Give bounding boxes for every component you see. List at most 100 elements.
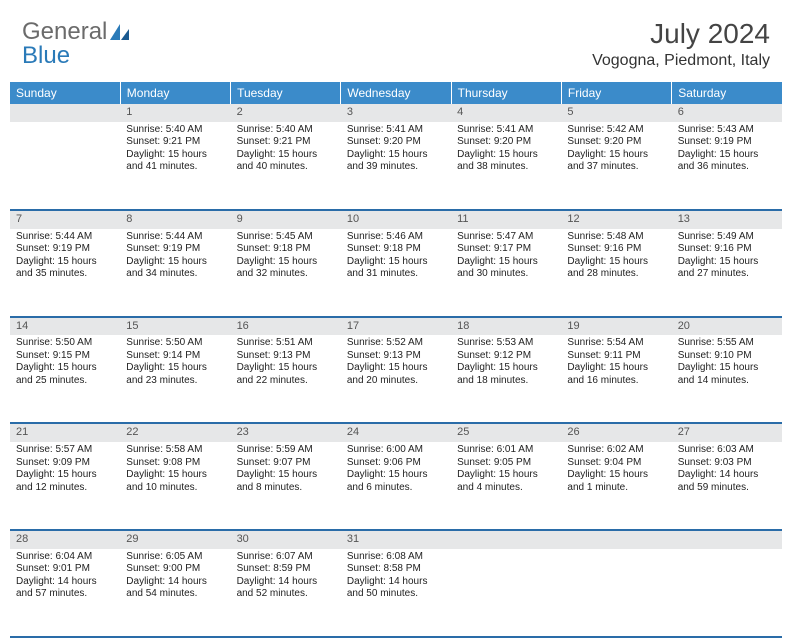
day-cell: [10, 122, 120, 210]
daynum-row: 28293031: [10, 530, 782, 549]
day-cell: Sunrise: 5:45 AMSunset: 9:18 PMDaylight:…: [231, 229, 341, 317]
day-number: [561, 531, 671, 549]
day-number: 16: [231, 318, 341, 336]
sunset-line: Sunset: 9:16 PM: [567, 243, 665, 256]
daylight-line: Daylight: 15 hours and 41 minutes.: [126, 149, 224, 174]
day-number: 29: [120, 531, 230, 549]
day-cell-body: Sunrise: 5:50 AMSunset: 9:14 PMDaylight:…: [120, 335, 230, 391]
day-number-cell: 23: [231, 423, 341, 442]
daylight-line: Daylight: 14 hours and 54 minutes.: [126, 576, 224, 601]
sunrise-line: Sunrise: 6:05 AM: [126, 551, 224, 564]
day-number-cell: 2: [231, 104, 341, 122]
daylight-line: Daylight: 15 hours and 40 minutes.: [237, 149, 335, 174]
day-number: 4: [451, 104, 561, 122]
daylight-line: Daylight: 15 hours and 37 minutes.: [567, 149, 665, 174]
day-number-cell: 14: [10, 317, 120, 336]
sunset-line: Sunset: 9:19 PM: [678, 136, 776, 149]
day-cell: Sunrise: 6:01 AMSunset: 9:05 PMDaylight:…: [451, 442, 561, 530]
day-cell: Sunrise: 5:51 AMSunset: 9:13 PMDaylight:…: [231, 335, 341, 423]
logo-line2: Blue: [22, 42, 70, 70]
day-cell: Sunrise: 5:50 AMSunset: 9:15 PMDaylight:…: [10, 335, 120, 423]
sunrise-line: Sunrise: 5:55 AM: [678, 337, 776, 350]
daylight-line: Daylight: 15 hours and 25 minutes.: [16, 362, 114, 387]
day-number: 8: [120, 211, 230, 229]
sunrise-line: Sunrise: 5:46 AM: [347, 231, 445, 244]
day-cell-body: Sunrise: 6:01 AMSunset: 9:05 PMDaylight:…: [451, 442, 561, 498]
day-cell: Sunrise: 6:03 AMSunset: 9:03 PMDaylight:…: [672, 442, 782, 530]
sunset-line: Sunset: 9:17 PM: [457, 243, 555, 256]
day-number: 1: [120, 104, 230, 122]
calendar-body: 123456Sunrise: 5:40 AMSunset: 9:21 PMDay…: [10, 104, 782, 637]
daylight-line: Daylight: 15 hours and 14 minutes.: [678, 362, 776, 387]
day-cell: Sunrise: 6:02 AMSunset: 9:04 PMDaylight:…: [561, 442, 671, 530]
header: General July 2024 Vogogna, Piedmont, Ita…: [0, 0, 792, 76]
day-cell: Sunrise: 5:54 AMSunset: 9:11 PMDaylight:…: [561, 335, 671, 423]
day-cell: Sunrise: 5:52 AMSunset: 9:13 PMDaylight:…: [341, 335, 451, 423]
day-number: [10, 104, 120, 122]
day-number-cell: 1: [120, 104, 230, 122]
daylight-line: Daylight: 15 hours and 35 minutes.: [16, 256, 114, 281]
day-cell-body: Sunrise: 5:42 AMSunset: 9:20 PMDaylight:…: [561, 122, 671, 178]
daylight-line: Daylight: 15 hours and 6 minutes.: [347, 469, 445, 494]
day-cell-body: Sunrise: 5:40 AMSunset: 9:21 PMDaylight:…: [120, 122, 230, 178]
month-title: July 2024: [592, 18, 770, 50]
day-cell-body: Sunrise: 5:49 AMSunset: 9:16 PMDaylight:…: [672, 229, 782, 285]
sunrise-line: Sunrise: 5:49 AM: [678, 231, 776, 244]
day-cell-body: Sunrise: 5:57 AMSunset: 9:09 PMDaylight:…: [10, 442, 120, 498]
sunset-line: Sunset: 9:20 PM: [347, 136, 445, 149]
weekday-header: Sunday: [10, 82, 120, 104]
day-cell: Sunrise: 5:41 AMSunset: 9:20 PMDaylight:…: [341, 122, 451, 210]
day-number: [672, 531, 782, 549]
sunrise-line: Sunrise: 5:40 AM: [237, 124, 335, 137]
day-number: 30: [231, 531, 341, 549]
daylight-line: Daylight: 14 hours and 57 minutes.: [16, 576, 114, 601]
day-number: 28: [10, 531, 120, 549]
day-cell: Sunrise: 5:57 AMSunset: 9:09 PMDaylight:…: [10, 442, 120, 530]
day-cell: Sunrise: 5:42 AMSunset: 9:20 PMDaylight:…: [561, 122, 671, 210]
sunrise-line: Sunrise: 6:07 AM: [237, 551, 335, 564]
weekday-header: Thursday: [451, 82, 561, 104]
sunrise-line: Sunrise: 6:02 AM: [567, 444, 665, 457]
week-row: Sunrise: 5:57 AMSunset: 9:09 PMDaylight:…: [10, 442, 782, 530]
weekday-header: Monday: [120, 82, 230, 104]
day-cell-body: Sunrise: 5:54 AMSunset: 9:11 PMDaylight:…: [561, 335, 671, 391]
day-cell-body: Sunrise: 5:44 AMSunset: 9:19 PMDaylight:…: [10, 229, 120, 285]
day-cell: Sunrise: 5:58 AMSunset: 9:08 PMDaylight:…: [120, 442, 230, 530]
logo-sail-icon: [109, 22, 131, 42]
week-row: Sunrise: 5:40 AMSunset: 9:21 PMDaylight:…: [10, 122, 782, 210]
day-cell: Sunrise: 6:00 AMSunset: 9:06 PMDaylight:…: [341, 442, 451, 530]
sunrise-line: Sunrise: 5:58 AM: [126, 444, 224, 457]
day-number: 20: [672, 318, 782, 336]
day-number-cell: 22: [120, 423, 230, 442]
day-cell-body: [672, 549, 782, 555]
day-number-cell: 26: [561, 423, 671, 442]
sunset-line: Sunset: 9:16 PM: [678, 243, 776, 256]
day-number: 14: [10, 318, 120, 336]
day-number: 17: [341, 318, 451, 336]
sunset-line: Sunset: 9:19 PM: [16, 243, 114, 256]
day-number-cell: [561, 530, 671, 549]
day-cell-body: Sunrise: 5:41 AMSunset: 9:20 PMDaylight:…: [341, 122, 451, 178]
day-number: 24: [341, 424, 451, 442]
day-cell-body: Sunrise: 5:48 AMSunset: 9:16 PMDaylight:…: [561, 229, 671, 285]
day-number-cell: 10: [341, 210, 451, 229]
day-number-cell: 27: [672, 423, 782, 442]
day-number-cell: 11: [451, 210, 561, 229]
sunrise-line: Sunrise: 6:04 AM: [16, 551, 114, 564]
day-number: 27: [672, 424, 782, 442]
day-number: 9: [231, 211, 341, 229]
day-number: 5: [561, 104, 671, 122]
sunset-line: Sunset: 9:01 PM: [16, 563, 114, 576]
daylight-line: Daylight: 15 hours and 12 minutes.: [16, 469, 114, 494]
day-number-cell: 24: [341, 423, 451, 442]
day-cell-body: [10, 122, 120, 128]
day-cell-body: Sunrise: 5:53 AMSunset: 9:12 PMDaylight:…: [451, 335, 561, 391]
daynum-row: 14151617181920: [10, 317, 782, 336]
day-number-cell: 4: [451, 104, 561, 122]
day-number-cell: 13: [672, 210, 782, 229]
daylight-line: Daylight: 15 hours and 23 minutes.: [126, 362, 224, 387]
day-cell: [672, 549, 782, 637]
day-cell-body: Sunrise: 5:41 AMSunset: 9:20 PMDaylight:…: [451, 122, 561, 178]
day-number: 3: [341, 104, 451, 122]
day-cell: Sunrise: 5:48 AMSunset: 9:16 PMDaylight:…: [561, 229, 671, 317]
